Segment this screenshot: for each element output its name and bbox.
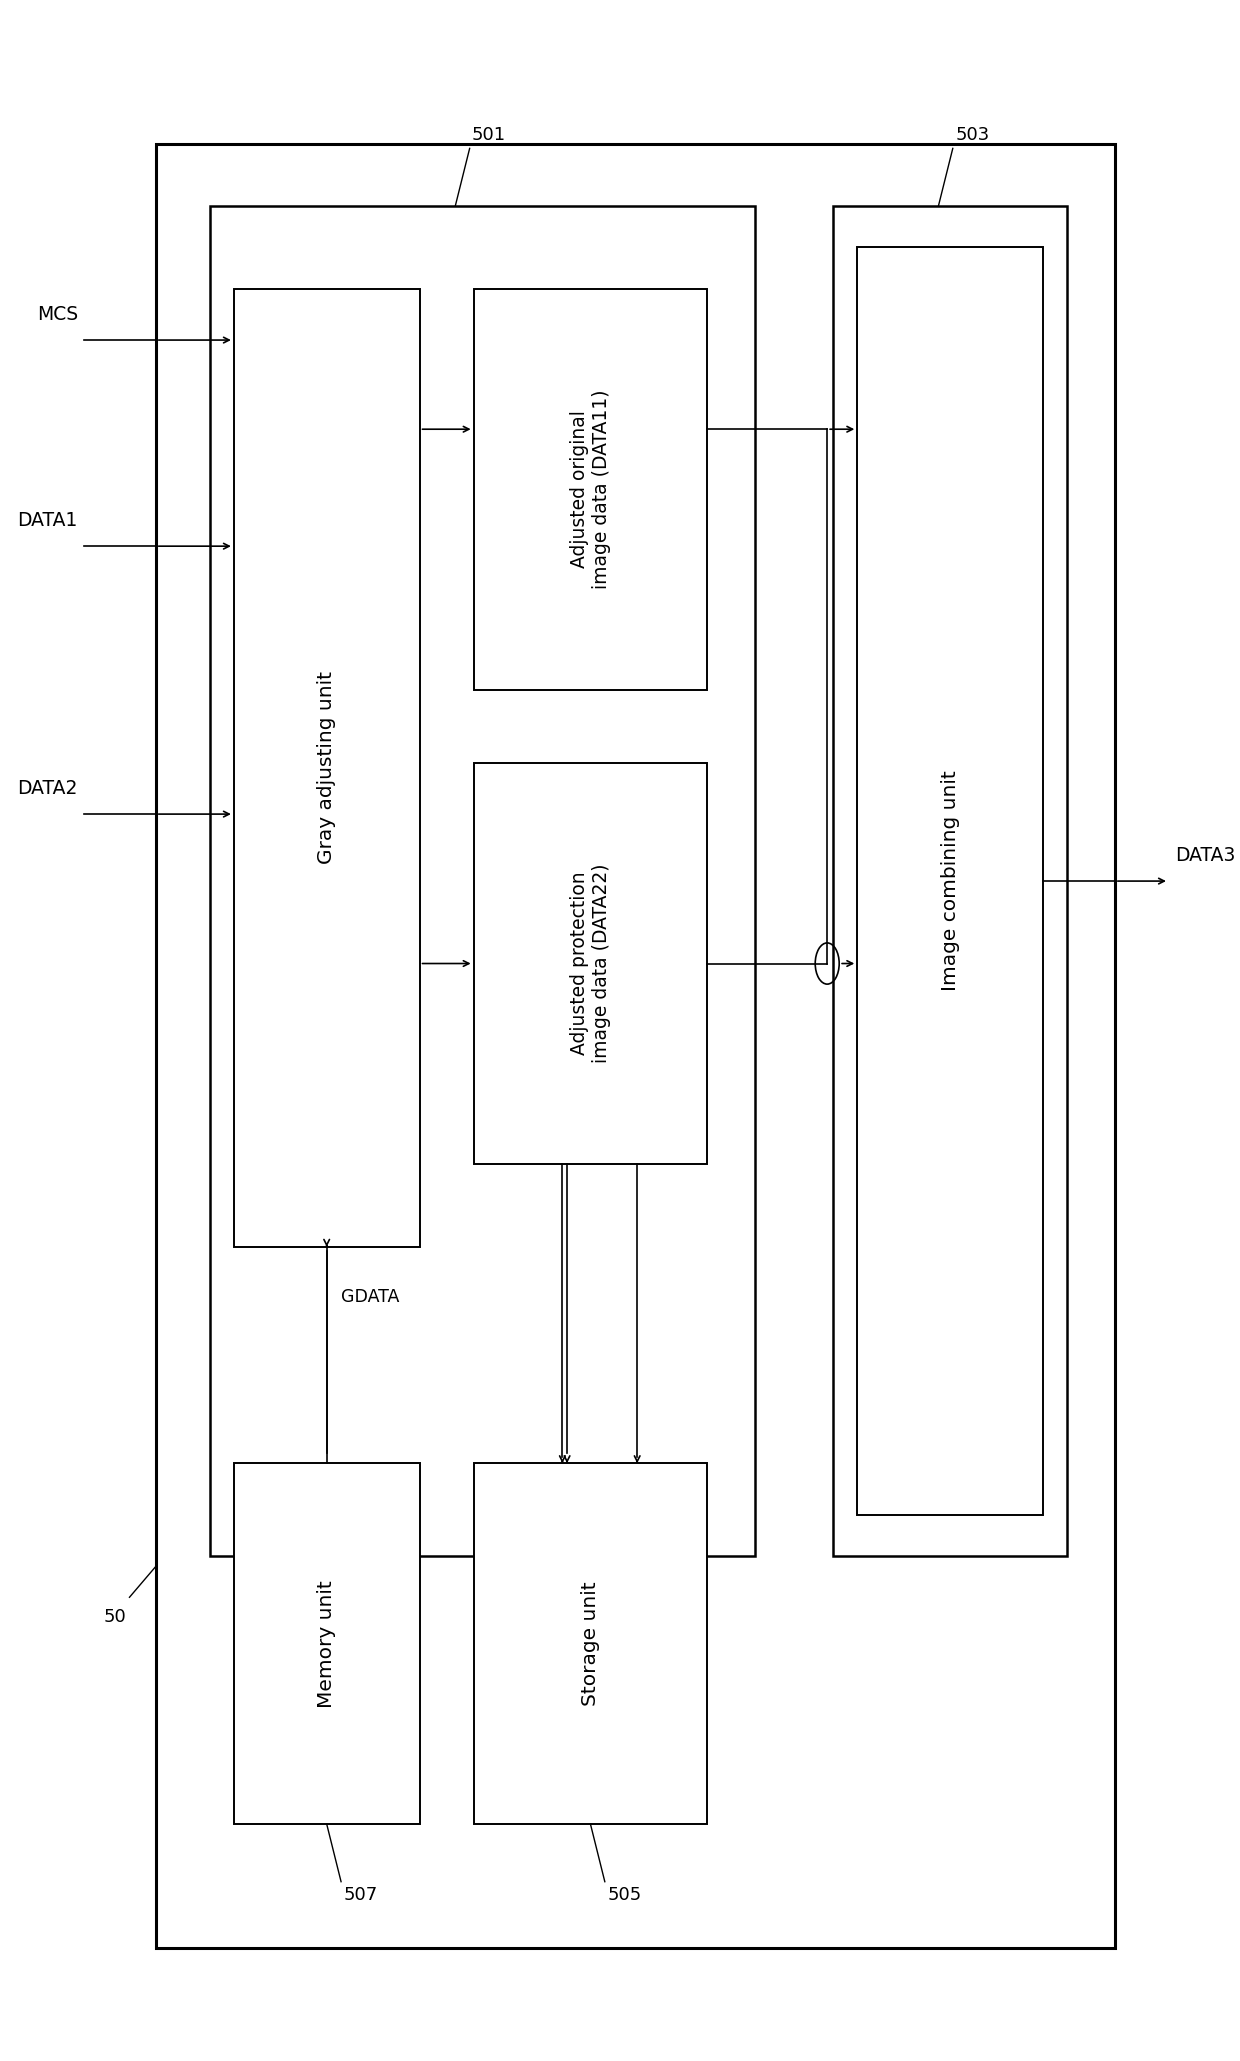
Text: Memory unit: Memory unit (317, 1581, 336, 1707)
Text: Adjusted original
image data (DATA11): Adjusted original image data (DATA11) (570, 390, 611, 589)
Bar (234, 1463, 419, 1824)
Bar (857, 247, 1043, 1515)
Text: 50: 50 (103, 1608, 126, 1626)
Text: Adjusted protection
image data (DATA22): Adjusted protection image data (DATA22) (570, 864, 611, 1063)
Text: GDATA: GDATA (341, 1288, 399, 1307)
Text: Storage unit: Storage unit (580, 1581, 600, 1707)
Bar (833, 206, 1066, 1556)
Bar (156, 144, 1115, 1948)
Text: 507: 507 (343, 1886, 378, 1904)
Text: 503: 503 (955, 126, 990, 144)
Text: DATA1: DATA1 (17, 511, 78, 530)
Text: 505: 505 (608, 1886, 641, 1904)
Bar (474, 289, 707, 690)
Text: Gray adjusting unit: Gray adjusting unit (317, 672, 336, 864)
Text: Image combining unit: Image combining unit (941, 771, 960, 991)
Text: DATA3: DATA3 (1174, 845, 1235, 866)
Bar (210, 206, 755, 1556)
Bar (474, 1463, 707, 1824)
Text: DATA2: DATA2 (17, 779, 78, 798)
Text: 501: 501 (472, 126, 506, 144)
Text: MCS: MCS (37, 305, 78, 324)
Bar (234, 289, 419, 1247)
Bar (474, 763, 707, 1164)
